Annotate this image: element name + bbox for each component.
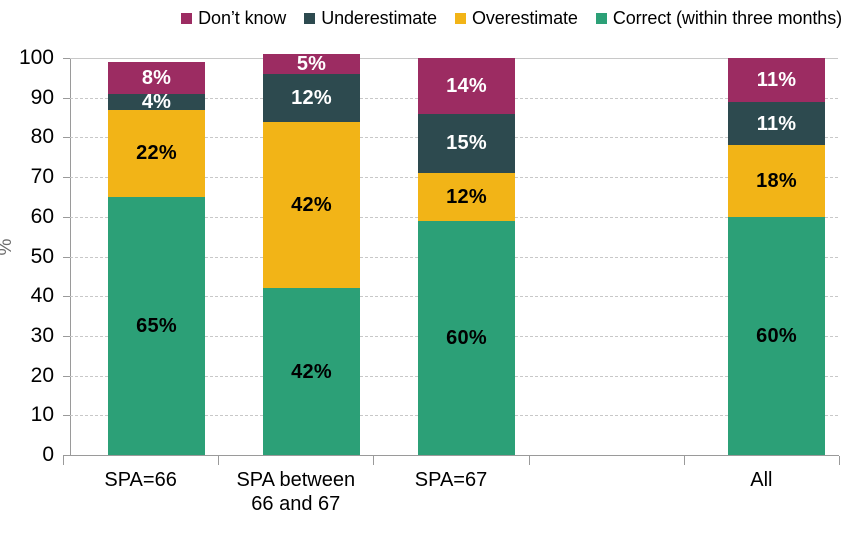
bar-segment-label: 11% — [756, 112, 797, 135]
bar-segment-label: 12% — [291, 86, 332, 109]
y-tick-label-0: 0 — [42, 443, 54, 466]
x-axis-label-0: SPA=66 — [63, 468, 218, 492]
y-tick-80 — [63, 137, 70, 139]
y-tick-60 — [63, 216, 70, 218]
y-tick-label-90: 90 — [30, 85, 54, 109]
bar-all[interactable]: 60% 18% 11% 11% — [728, 58, 825, 455]
bar-segment-label: 14% — [446, 74, 487, 97]
chart-legend: Don’t know Underestimate Overestimate Corre… — [0, 4, 848, 32]
bar-segment-overestimate[interactable]: 12% — [418, 173, 515, 221]
bar-segment-overestimate[interactable]: 42% — [263, 121, 360, 289]
y-tick-70 — [63, 177, 70, 179]
bar-segment-label: 65% — [136, 314, 177, 337]
x-tick-5 — [839, 456, 840, 465]
y-tick-40 — [63, 296, 70, 298]
y-tick-label-80: 80 — [30, 125, 54, 149]
bar-segment-label: 42% — [291, 360, 332, 383]
plot-area: 65% 22% 4% 8% 42% 42% 12% 5% 60% 12% 15% 14% 60% 18% 1… — [70, 54, 838, 455]
bar-segment-label: 5% — [296, 52, 327, 75]
x-tick-1 — [218, 456, 220, 465]
y-tick-10 — [63, 415, 70, 417]
legend-label-dont_know: Don’t know — [198, 8, 287, 28]
bar-segment-dont_know[interactable]: 11% — [728, 58, 825, 102]
bar-segment-correct[interactable]: 65% — [108, 196, 205, 455]
bar-segment-label: 4% — [141, 90, 172, 113]
bar-segment-correct[interactable]: 42% — [263, 288, 360, 455]
y-tick-100 — [63, 58, 70, 59]
bar-segment-label: 60% — [446, 326, 487, 349]
bar-segment-dont_know[interactable]: 14% — [418, 58, 515, 114]
legend-label-underestimate: Underestimate — [321, 8, 437, 28]
y-tick-label-10: 10 — [30, 403, 54, 427]
bar-segment-underestimate[interactable]: 12% — [263, 73, 360, 122]
legend-swatch-dont_know — [181, 12, 193, 24]
bar-segment-label: 12% — [446, 185, 487, 208]
legend-swatch-overestimate — [454, 12, 466, 24]
x-axis-label-line1: All — [750, 469, 773, 491]
x-axis-label-line1: SPA=66 — [104, 469, 177, 491]
bar-spa-between-66-and-67[interactable]: 42% 42% 12% 5% — [263, 54, 360, 455]
y-tick-label-70: 70 — [30, 165, 54, 189]
y-tick-50 — [63, 256, 70, 258]
bar-segment-dont_know[interactable]: 5% — [263, 54, 360, 74]
y-tick-30 — [63, 335, 70, 337]
y-tick-90 — [63, 97, 70, 99]
bar-segment-underestimate[interactable]: 4% — [108, 90, 205, 113]
bar-spa-66[interactable]: 65% 22% 4% 8% — [108, 58, 205, 455]
bar-segment-underestimate[interactable]: 11% — [728, 101, 825, 146]
legend-item-overestimate[interactable]: Overestimate — [454, 8, 578, 28]
x-axis-label-1: SPA between 66 and 67 — [218, 468, 373, 516]
y-tick-label-100: 100 — [18, 46, 54, 69]
y-tick-label-60: 60 — [30, 204, 54, 228]
x-axis-label-line1: SPA between — [236, 469, 356, 491]
x-axis-line — [63, 455, 839, 456]
legend-item-dont_know[interactable]: Don’t know — [181, 9, 286, 27]
x-tick-4 — [683, 456, 685, 465]
x-axis-label-line2: 66 and 67 — [251, 493, 341, 515]
bar-segment-label: 60% — [756, 324, 797, 347]
y-tick-20 — [63, 375, 70, 377]
bar-segment-label: 22% — [136, 142, 177, 165]
y-tick-label-20: 20 — [30, 363, 54, 387]
bar-segment-label: 8% — [141, 66, 172, 89]
bar-spa-67[interactable]: 60% 12% 15% 14% — [418, 58, 515, 455]
x-tick-2 — [373, 456, 375, 465]
x-axis-label-4: All — [684, 468, 839, 492]
bar-segment-label: 42% — [291, 193, 332, 216]
bar-segment-label: 15% — [446, 132, 487, 155]
bar-segment-correct[interactable]: 60% — [728, 216, 825, 455]
legend-swatch-underestimate — [304, 12, 316, 24]
bar-segment-dont_know[interactable]: 8% — [108, 61, 205, 94]
legend-item-underestimate[interactable]: Underestimate — [304, 9, 437, 27]
bar-segment-overestimate[interactable]: 18% — [728, 145, 825, 217]
bar-segment-label: 18% — [756, 170, 797, 193]
bar-segment-label: 11% — [756, 68, 797, 91]
x-axis-label-line1: SPA=67 — [414, 469, 488, 491]
bar-segment-correct[interactable]: 60% — [418, 220, 515, 455]
bar-segment-underestimate[interactable]: 15% — [418, 113, 515, 174]
legend-label-overestimate: Overestimate — [471, 8, 578, 28]
y-tick-label-50: 50 — [30, 244, 54, 268]
legend-swatch-correct — [595, 12, 607, 24]
y-tick-label-40: 40 — [30, 284, 54, 308]
x-tick-0 — [63, 456, 64, 465]
x-tick-3 — [528, 456, 530, 465]
y-tick-label-30: 30 — [30, 323, 54, 347]
x-axis-label-2: SPA=67 — [373, 468, 528, 492]
legend-item-correct[interactable]: Correct (within three months) — [595, 8, 842, 28]
legend-label-correct: Correct (within three months) — [612, 8, 842, 28]
bar-segment-overestimate[interactable]: 22% — [108, 109, 205, 197]
